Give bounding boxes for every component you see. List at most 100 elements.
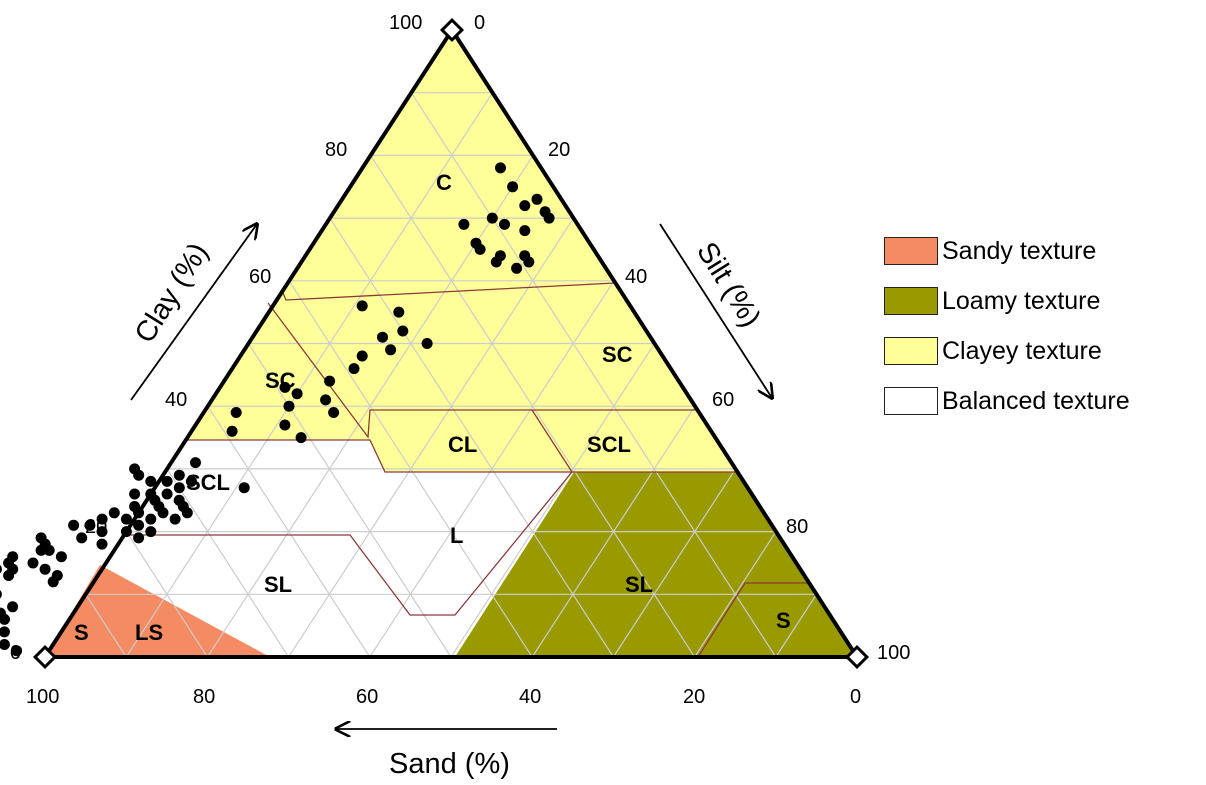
sample-point-64: [120, 526, 132, 538]
clayey-region-right: [532, 283, 736, 472]
sample-point-26: [279, 381, 291, 393]
sample-point-22: [385, 344, 397, 356]
clay-tick-0: 0: [10, 642, 21, 664]
sample-point-19: [397, 325, 409, 337]
grid-line-sand-30: [329, 217, 614, 658]
silt-tick-100: 100: [877, 642, 910, 664]
sample-point-0: [495, 162, 506, 174]
sample-point-3: [519, 200, 531, 212]
sample-point-43: [173, 482, 185, 494]
legend-item-balanced: Balanced texture: [884, 376, 1130, 426]
zone-labels: C SC SC CL SCL SCL L SL SL S LS S: [74, 170, 791, 645]
boundary-scl-lower: [123, 471, 573, 616]
boundary-scl-left: [188, 439, 736, 473]
clay-tick-80: 80: [325, 139, 347, 161]
sample-point-53: [133, 507, 145, 519]
legend-item-clayey: Clayey texture: [884, 326, 1130, 376]
sample-point-74: [55, 551, 67, 563]
sample-point-35: [190, 457, 201, 469]
sample-point-91: [0, 613, 10, 625]
zone-label-scl-right: SCL: [587, 432, 631, 457]
legend-swatch-balanced: [884, 387, 938, 415]
corner-marker-top: [439, 17, 465, 43]
sample-point-59: [169, 513, 181, 525]
sample-point-17: [356, 300, 368, 312]
grid-line-silt-60: [531, 405, 696, 658]
sample-point-71: [35, 544, 47, 556]
sample-point-82: [47, 576, 59, 588]
balanced-region-left: [100, 440, 574, 657]
sample-point-23: [356, 350, 368, 362]
sample-point-11: [474, 243, 486, 255]
silt-tick-0: 0: [474, 12, 485, 34]
sample-point-37: [185, 475, 197, 487]
sand-tick-labels: 100 80 60 40 20 0: [26, 686, 861, 708]
sample-point-93: [0, 626, 10, 638]
sample-point-25: [324, 375, 336, 387]
sample-point-52: [108, 507, 120, 519]
sample-point-76: [27, 557, 39, 569]
zone-label-ls: LS: [135, 620, 163, 645]
grid-line-silt-80: [694, 531, 777, 658]
sample-point-77: [39, 563, 51, 575]
legend-item-sandy: Sandy texture: [884, 226, 1130, 276]
sample-point-44: [129, 488, 141, 500]
sand-tick-20: 20: [683, 686, 705, 708]
clay-tick-40: 40: [165, 389, 187, 411]
sample-point-66: [76, 532, 88, 544]
grid-line-silt-30: [288, 217, 575, 658]
silt-tick-80: 80: [786, 516, 808, 538]
sample-point-5: [543, 212, 555, 224]
sample-point-57: [120, 513, 132, 525]
grid-line-sand-50: [247, 343, 452, 658]
sample-point-85: [0, 590, 2, 599]
sand-axis-title: Sand (%): [389, 748, 510, 780]
sample-point-65: [145, 526, 157, 538]
zone-label-s-left: S: [74, 620, 89, 645]
clay-axis-title: Clay (%): [129, 237, 215, 348]
sand-tick-100: 100: [26, 686, 59, 708]
sample-point-99: [11, 645, 23, 657]
zone-label-l: L: [450, 523, 463, 548]
sample-point-87: [7, 601, 19, 613]
legend: Sandy texture Loamy texture Clayey textu…: [884, 226, 1130, 426]
clay-tick-20: 20: [85, 516, 107, 538]
grid-line-sand-90: [85, 593, 127, 658]
zone-label-sl-right: SL: [625, 572, 653, 597]
loamy-region: [455, 472, 857, 657]
sample-point-38: [238, 482, 250, 494]
legend-item-loamy: Loamy texture: [884, 276, 1130, 326]
legend-swatch-clayey: [884, 337, 938, 365]
silt-tick-40: 40: [625, 266, 647, 288]
boundary-clay-top: [282, 282, 616, 301]
class-boundaries: [123, 282, 810, 658]
zone-label-sc-left: SC: [265, 368, 296, 393]
sample-point-1: [507, 181, 519, 193]
sand-tick-80: 80: [193, 686, 215, 708]
sample-point-33: [226, 425, 238, 437]
sample-point-24: [348, 363, 360, 375]
boundary-s-right: [697, 582, 810, 658]
sample-point-6: [458, 218, 470, 230]
sand-tick-60: 60: [356, 686, 378, 708]
sample-point-20: [377, 331, 388, 343]
corner-marker-left: [32, 644, 58, 670]
clay-axis-arrow: [130, 224, 257, 401]
silt-axis-arrow: [659, 223, 772, 398]
sample-point-41: [145, 475, 157, 487]
clay-tick-labels: 100 80 60 40 20 0: [10, 12, 422, 664]
grid-line-sand-60: [207, 405, 371, 658]
sample-point-21: [421, 338, 433, 349]
triangle-outline: [41, 26, 861, 659]
sample-point-31: [230, 407, 242, 418]
legend-label-clayey: Clayey texture: [942, 336, 1102, 365]
grid-line-silt-90: [775, 593, 818, 658]
sample-point-36: [173, 469, 185, 481]
sample-point-60: [133, 519, 145, 531]
clayey-region-upper: [188, 30, 736, 472]
legend-label-balanced: Balanced texture: [942, 386, 1130, 415]
sample-point-14: [490, 256, 502, 268]
sample-point-62: [84, 519, 96, 531]
grid-line-silt-10: [125, 92, 494, 658]
